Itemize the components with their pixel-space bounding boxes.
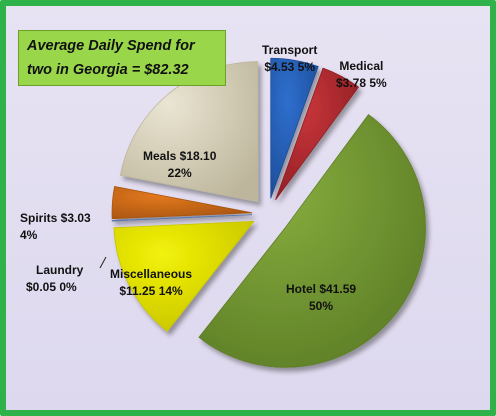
label-transport-value: $4.53 5% [264,60,316,74]
label-spirits: Spirits $3.03 4% [20,210,91,244]
pie-slice-medical [275,67,360,201]
label-meals-name: Meals $18.10 [143,149,217,163]
label-laundry-value: $0.05 0% [26,280,77,294]
label-transport-name: Transport [262,43,318,57]
label-meals-value: 22% [167,166,192,180]
label-meals: Meals $18.10 22% [143,148,216,182]
label-medical-name: Medical [339,59,384,73]
laundry-leader-line [99,256,107,269]
label-transport: Transport $4.53 5% [262,42,317,76]
pie-slice-meals [119,61,259,203]
chart-title: Average Daily Spend for two in Georgia =… [18,30,226,86]
title-line-1: Average Daily Spend for [27,38,195,54]
label-misc-value: $11.25 14% [119,284,183,298]
pie-slice-laundry [111,214,253,222]
pie-slice-hotel [198,113,426,368]
label-hotel: Hotel $41.59 50% [286,281,356,315]
label-miscellaneous: Miscellaneous $11.25 14% [110,266,192,300]
title-line-2: two in Georgia = $82.32 [27,62,189,78]
label-spirits-value: 4% [20,228,38,242]
label-hotel-name: Hotel $41.59 [286,282,357,296]
pie-slice-transport [270,57,319,199]
label-medical-value: $3.78 5% [336,76,387,90]
label-spirits-name: Spirits $3.03 [20,211,91,225]
label-medical: Medical $3.78 5% [336,58,387,92]
label-hotel-value: 50% [309,299,334,313]
label-laundry-name: Laundry [36,263,84,277]
pie-slice-spirits [111,185,253,220]
pie-slice-miscellaneous [113,220,255,332]
label-misc-name: Miscellaneous [110,267,193,281]
label-laundry: Laundry $0.05 0% [26,262,83,296]
